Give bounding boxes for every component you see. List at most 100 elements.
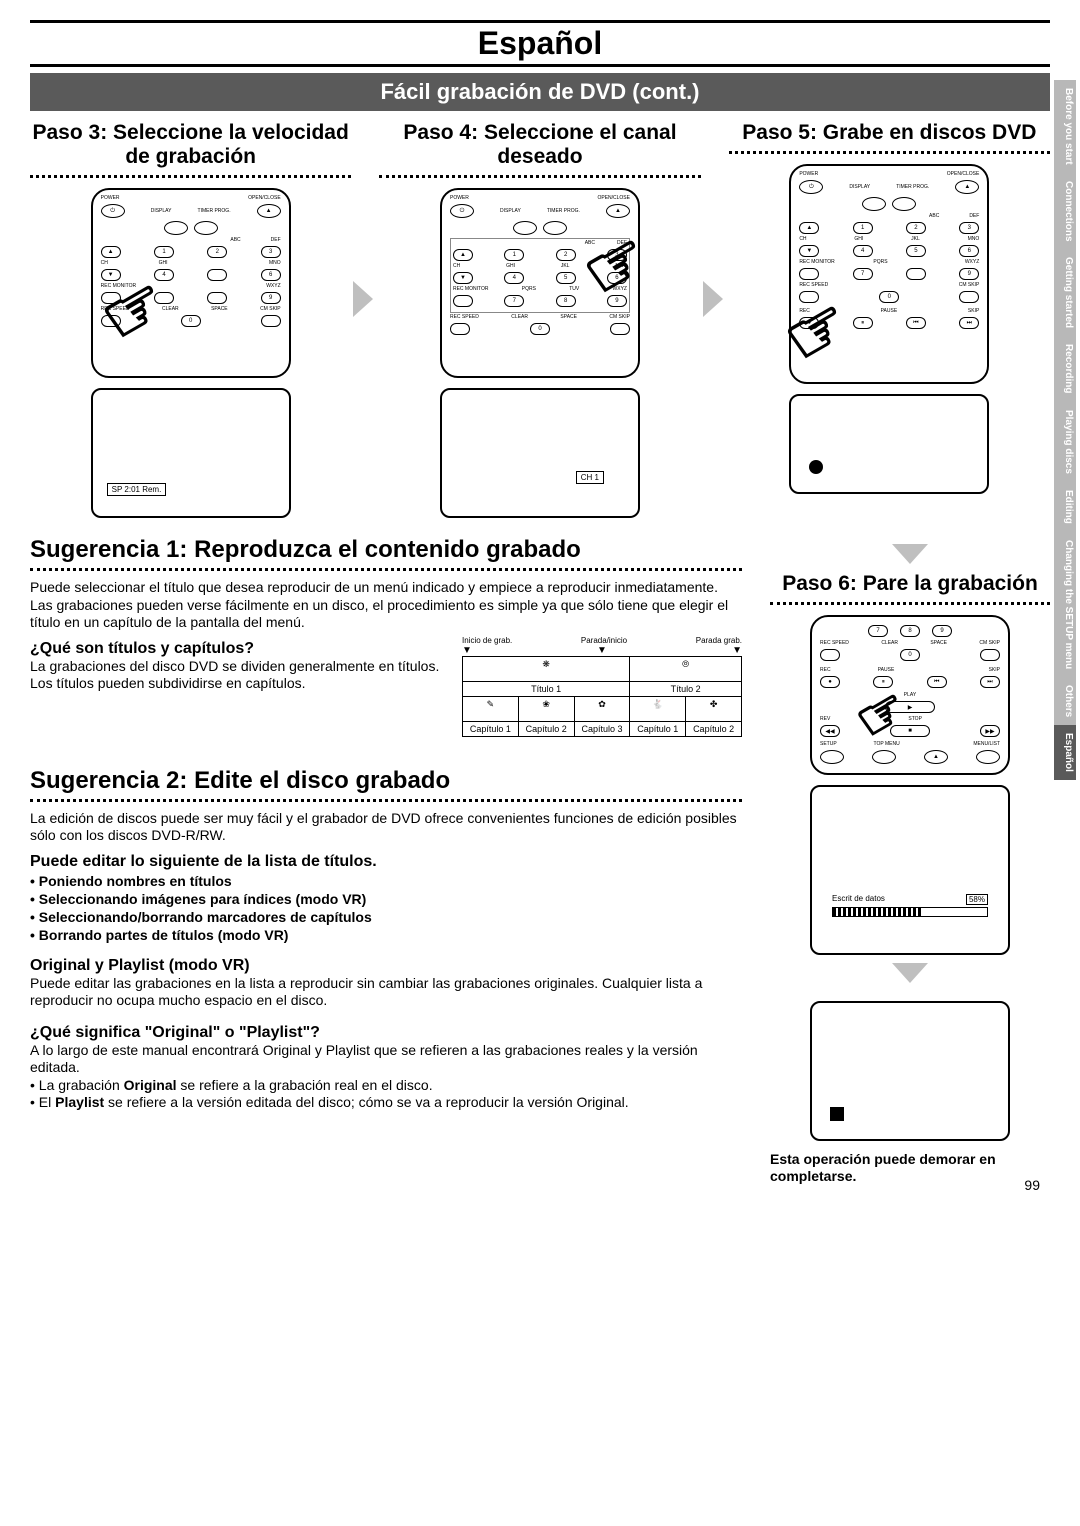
btn-9[interactable]: 9 xyxy=(932,625,952,637)
btn-7[interactable] xyxy=(154,292,174,304)
tv-step6b xyxy=(810,1001,1010,1141)
btn-3[interactable]: 3 xyxy=(261,246,281,258)
tab-editing[interactable]: Editing xyxy=(1054,482,1076,532)
btn-display[interactable] xyxy=(164,221,188,235)
tab-getting-started[interactable]: Getting started xyxy=(1054,249,1076,336)
lbl-space: SPACE xyxy=(560,315,577,320)
btn-timer[interactable] xyxy=(892,197,916,211)
btn-1[interactable]: 1 xyxy=(853,222,873,234)
btn-openclose[interactable]: ▲ xyxy=(606,204,630,218)
btn-6[interactable]: 6 xyxy=(959,245,979,257)
btn-display[interactable] xyxy=(862,197,886,211)
btn-5[interactable]: 5 xyxy=(556,272,576,284)
btn-ch-dn[interactable]: ▼ xyxy=(101,269,121,281)
btn-4[interactable]: 4 xyxy=(154,269,174,281)
btn-skip-f[interactable]: ⏭ xyxy=(959,317,979,329)
btn-up[interactable]: ▲ xyxy=(924,750,948,764)
btn-0[interactable]: 0 xyxy=(900,649,920,661)
arrow-down-icon: ▼ xyxy=(462,645,472,656)
btn-2[interactable]: 2 xyxy=(207,246,227,258)
btn-recmon[interactable] xyxy=(101,292,121,304)
btn-8[interactable]: 8 xyxy=(556,295,576,307)
icon-cell: ✎ xyxy=(463,697,519,721)
btn-power[interactable]: ⏻ xyxy=(799,180,823,194)
btn-5[interactable] xyxy=(207,269,227,281)
lbl-mno: MNO xyxy=(968,237,980,242)
txt: • El xyxy=(30,1094,55,1110)
btn-rec[interactable]: ● xyxy=(799,317,819,329)
btn-timer[interactable] xyxy=(543,221,567,235)
btn-recspeed[interactable] xyxy=(101,315,121,327)
btn-openclose[interactable]: ▲ xyxy=(257,204,281,218)
btn-0[interactable]: 0 xyxy=(879,291,899,303)
btn-recmon[interactable] xyxy=(799,268,819,280)
btn-power[interactable]: ⏻ xyxy=(101,204,125,218)
btn-rec[interactable]: ● xyxy=(820,676,840,688)
btn-skip-f[interactable]: ⏭ xyxy=(980,676,1000,688)
btn-ch-dn[interactable]: ▼ xyxy=(799,245,819,257)
btn-2[interactable]: 2 xyxy=(906,222,926,234)
btn-8[interactable] xyxy=(207,292,227,304)
btn-fwd[interactable]: ▶▶ xyxy=(980,725,1000,737)
btn-cmskip[interactable] xyxy=(610,323,630,335)
btn-cmskip[interactable] xyxy=(959,291,979,303)
btn-power[interactable]: ⏻ xyxy=(450,204,474,218)
btn-recmon[interactable] xyxy=(453,295,473,307)
btn-4[interactable]: 4 xyxy=(504,272,524,284)
btn-skip-b[interactable]: ⏮ xyxy=(927,676,947,688)
btn-setup[interactable] xyxy=(820,750,844,764)
btn-8[interactable] xyxy=(906,268,926,280)
btn-4[interactable]: 4 xyxy=(853,245,873,257)
lbl-rec: REC xyxy=(820,667,831,673)
tab-recording[interactable]: Recording xyxy=(1054,336,1076,401)
btn-8[interactable]: 8 xyxy=(900,625,920,637)
btn-9[interactable]: 9 xyxy=(959,268,979,280)
btn-7[interactable]: 7 xyxy=(504,295,524,307)
btn-ch-up[interactable]: ▲ xyxy=(453,249,473,261)
btn-pause[interactable]: ⏸ xyxy=(853,317,873,329)
btn-cmskip[interactable] xyxy=(980,649,1000,661)
btn-recspeed[interactable] xyxy=(820,649,840,661)
lbl-skip: SKIP xyxy=(968,309,979,314)
btn-9[interactable]: 9 xyxy=(607,295,627,307)
btn-9[interactable]: 9 xyxy=(261,292,281,304)
btn-skip-b[interactable]: ⏮ xyxy=(906,317,926,329)
btn-display[interactable] xyxy=(513,221,537,235)
btn-stop[interactable]: ■ xyxy=(890,725,930,737)
lbl-rev: REV xyxy=(820,716,830,722)
btn-ch-up[interactable]: ▲ xyxy=(101,246,121,258)
tab-others[interactable]: Others xyxy=(1054,677,1076,725)
btn-7[interactable]: 7 xyxy=(868,625,888,637)
tab-before-you-start[interactable]: Before you start xyxy=(1054,80,1076,173)
txt: se refiere a la grabación real en el dis… xyxy=(177,1077,433,1093)
btn-timer[interactable] xyxy=(194,221,218,235)
tab-espanol[interactable]: Español xyxy=(1054,725,1076,780)
tab-playing-discs[interactable]: Playing discs xyxy=(1054,402,1076,482)
btn-pause[interactable]: ⏸ xyxy=(873,676,893,688)
btn-7[interactable]: 7 xyxy=(853,268,873,280)
btn-play[interactable]: ▶ xyxy=(885,701,935,713)
btn-1[interactable]: 1 xyxy=(154,246,174,258)
tab-setup-menu[interactable]: Changing the SETUP menu xyxy=(1054,532,1076,677)
btn-ch-up[interactable]: ▲ xyxy=(799,222,819,234)
btn-3[interactable]: 3 xyxy=(607,249,627,261)
btn-rev[interactable]: ◀◀ xyxy=(820,725,840,737)
btn-6[interactable]: 6 xyxy=(261,269,281,281)
btn-2[interactable]: 2 xyxy=(556,249,576,261)
btn-recspeed[interactable] xyxy=(450,323,470,335)
btn-cmskip[interactable] xyxy=(261,315,281,327)
tab-connections[interactable]: Connections xyxy=(1054,173,1076,250)
btn-1[interactable]: 1 xyxy=(504,249,524,261)
btn-6[interactable]: 6 xyxy=(607,272,627,284)
btn-0[interactable]: 0 xyxy=(530,323,550,335)
btn-5[interactable]: 5 xyxy=(906,245,926,257)
lbl-inicio: Inicio de grab. xyxy=(462,636,512,645)
btn-openclose[interactable]: ▲ xyxy=(955,180,979,194)
btn-recspeed[interactable] xyxy=(799,291,819,303)
hint2-li1: • La grabación Original se refiere a la … xyxy=(30,1077,742,1095)
btn-topmenu[interactable] xyxy=(872,750,896,764)
btn-ch-dn[interactable]: ▼ xyxy=(453,272,473,284)
btn-3[interactable]: 3 xyxy=(959,222,979,234)
btn-0[interactable]: 0 xyxy=(181,315,201,327)
btn-menulist[interactable] xyxy=(976,750,1000,764)
